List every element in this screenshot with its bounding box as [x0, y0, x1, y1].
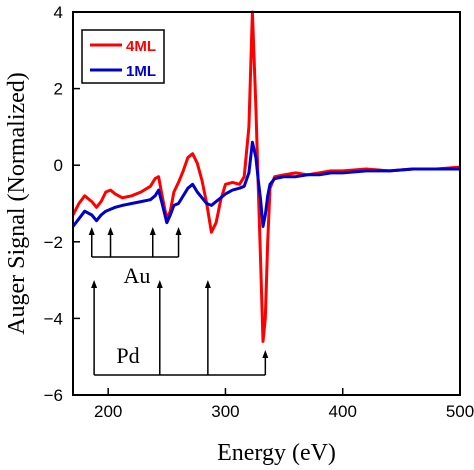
plot-layer — [71, 10, 461, 343]
annotation-arrowhead — [88, 227, 95, 235]
series-line-1ml — [71, 140, 460, 228]
y-tick-label: 0 — [54, 156, 63, 175]
y-axis-title: Auger Signal (Normalized) — [4, 72, 30, 335]
y-tick-label: 4 — [54, 3, 63, 22]
y-tick-label: −6 — [44, 386, 63, 405]
x-tick-label: 500 — [446, 402, 474, 421]
y-axis-title-group: Auger Signal (Normalized) — [4, 72, 30, 335]
axis-ticks: 200 300 400 500 −6 −4 −2 0 2 4 — [44, 3, 474, 421]
x-axis-title: Energy (eV) — [217, 440, 336, 466]
x-tick-label: 200 — [94, 402, 122, 421]
annotation-arrowhead — [175, 227, 182, 235]
series-line-4ml — [71, 10, 461, 343]
y-tick-label: −2 — [44, 233, 63, 252]
x-tick-label: 300 — [211, 402, 239, 421]
annotations: Au Pd — [88, 227, 269, 376]
annotation-arrowhead — [262, 350, 269, 358]
y-tick-label: −4 — [44, 309, 63, 328]
annotation-arrowhead — [149, 227, 156, 235]
au-label: Au — [124, 263, 151, 288]
annotation-arrowhead — [107, 227, 114, 235]
annotation-arrowhead — [156, 280, 163, 288]
legend-label: 4ML — [126, 38, 156, 55]
pd-label: Pd — [116, 343, 139, 368]
annotation-arrowhead — [91, 280, 98, 288]
x-tick-label: 400 — [329, 402, 357, 421]
legend-label: 1ML — [126, 63, 156, 80]
annotation-arrowhead — [204, 280, 211, 288]
plot-frame — [72, 11, 461, 396]
legend-box — [81, 29, 165, 84]
y-tick-label: 2 — [54, 80, 63, 99]
